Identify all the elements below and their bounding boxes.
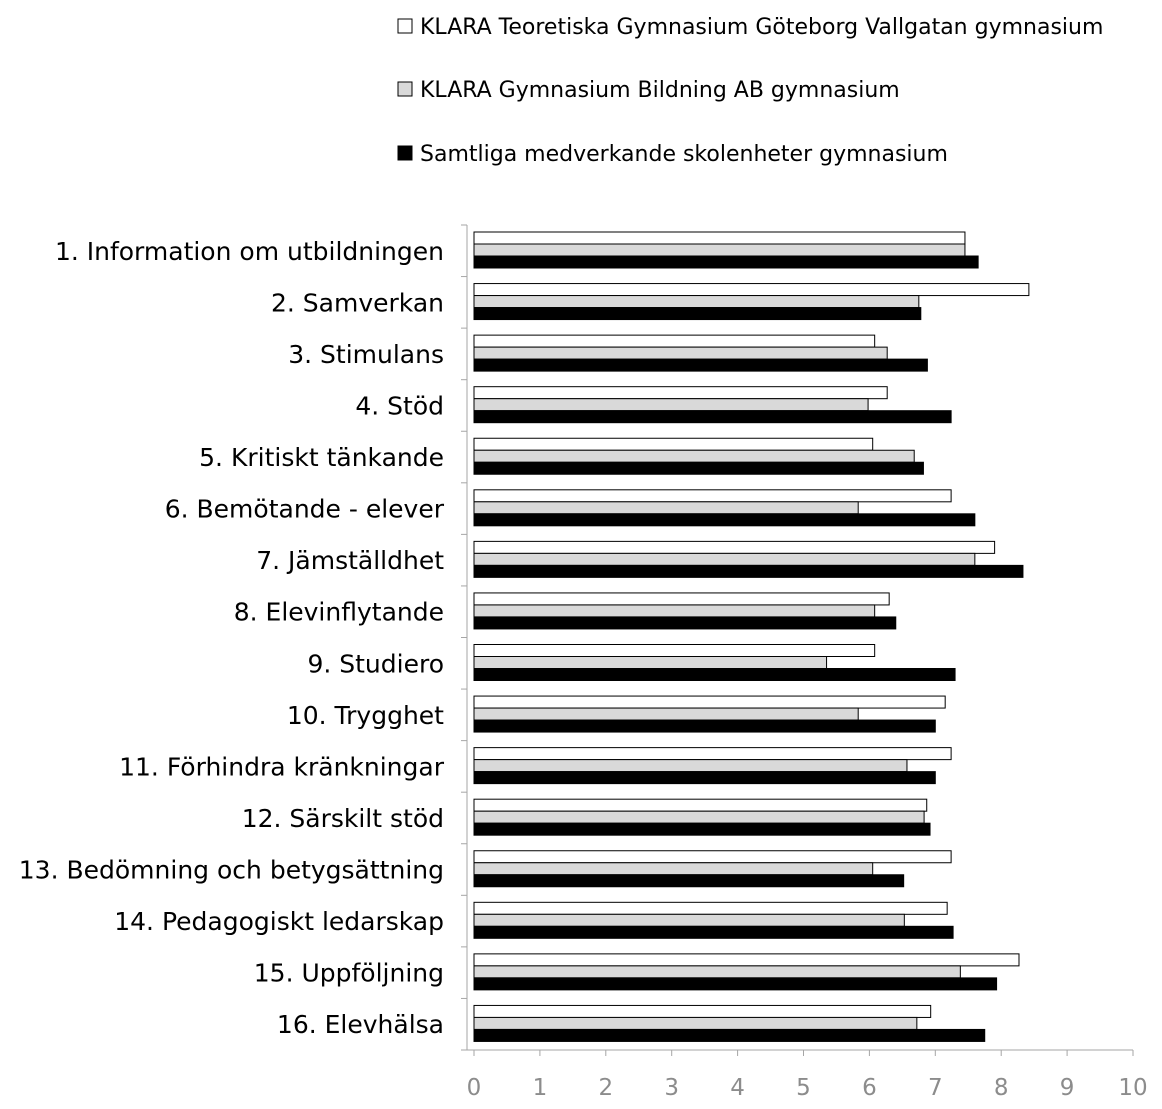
x-tick-label: 8 <box>994 1075 1009 1101</box>
bar-series-3 <box>473 461 924 475</box>
category-label: 7. Jämställdhet <box>256 546 444 575</box>
bar-series-1 <box>473 283 1030 297</box>
bar-series-1 <box>473 231 966 245</box>
x-tick-label: 5 <box>796 1075 811 1101</box>
bar-series-2 <box>473 913 905 927</box>
bar-series-1 <box>473 1004 932 1018</box>
bar-series-2 <box>473 243 966 257</box>
bar-series-2 <box>473 604 876 618</box>
bar-series-3 <box>473 410 952 424</box>
bar-series-2 <box>473 346 888 360</box>
bar-series-2 <box>473 552 976 566</box>
bar-series-1 <box>473 953 1020 967</box>
bar-series-2 <box>473 656 828 669</box>
category-label: 5. Kritiskt tänkande <box>199 443 444 472</box>
x-tick-label: 9 <box>1060 1075 1075 1101</box>
x-tick-label: 7 <box>928 1075 943 1101</box>
bar-series-1 <box>473 850 952 864</box>
category-label: 16. Elevhälsa <box>277 1010 444 1039</box>
bar-series-2 <box>473 1016 918 1030</box>
x-tick-label: 6 <box>862 1075 877 1101</box>
x-tick-label: 10 <box>1118 1075 1147 1101</box>
legend-label-1: KLARA Teoretiska Gymnasium Göteborg Vall… <box>420 15 1103 40</box>
bar-series-1 <box>473 901 948 915</box>
bar-series-1 <box>473 747 952 761</box>
legend-swatch-2 <box>397 81 413 97</box>
x-tick-label: 1 <box>533 1075 548 1101</box>
bar-series-3 <box>473 255 979 269</box>
bar-series-1 <box>473 798 928 812</box>
bar-series-2 <box>473 759 908 773</box>
bar-series-3 <box>473 925 954 939</box>
x-tick-label: 3 <box>664 1075 679 1101</box>
bar-series-3 <box>473 1028 986 1042</box>
category-label: 12. Särskilt stöd <box>242 804 444 833</box>
bar-series-2 <box>473 449 915 463</box>
x-tick-label: 0 <box>467 1075 482 1101</box>
category-label: 15. Uppföljning <box>254 959 444 988</box>
bar-series-2 <box>473 810 925 824</box>
bar-series-2 <box>473 965 961 979</box>
bar-series-2 <box>473 295 920 309</box>
bar-series-3 <box>473 564 1024 578</box>
bar-series-3 <box>473 513 976 527</box>
category-label: 14. Pedagogiskt ledarskap <box>114 907 444 936</box>
bar-series-1 <box>473 592 890 606</box>
category-label: 8. Elevinflytande <box>234 598 444 627</box>
bar-series-1 <box>473 437 874 451</box>
legend-swatch-3 <box>397 145 413 161</box>
bar-series-1 <box>473 540 996 554</box>
bar-series-1 <box>473 386 888 400</box>
x-tick-label: 4 <box>730 1075 745 1101</box>
bar-series-3 <box>473 307 922 321</box>
bar-series-3 <box>473 874 905 888</box>
bar-series-3 <box>473 977 998 991</box>
category-label: 11. Förhindra kränkningar <box>119 752 445 781</box>
legend-label-3: Samtliga medverkande skolenheter gymnasi… <box>420 142 948 167</box>
bar-series-3 <box>473 668 956 681</box>
bar-series-3 <box>473 719 936 733</box>
bar-series-2 <box>473 707 859 721</box>
category-label: 4. Stöd <box>355 391 444 420</box>
category-label: 13. Bedömning och betygsättning <box>19 856 444 885</box>
bar-series-1 <box>473 695 946 709</box>
category-label: 2. Samverkan <box>271 288 444 317</box>
bar-series-3 <box>473 822 931 836</box>
category-label: 10. Trygghet <box>287 701 444 730</box>
bar-series-3 <box>473 616 897 630</box>
x-tick-label: 2 <box>598 1075 613 1101</box>
bar-series-1 <box>473 644 876 657</box>
bar-series-1 <box>473 489 952 503</box>
category-label: 9. Studiero <box>307 649 444 678</box>
bar-series-2 <box>473 862 874 876</box>
legend-swatch-1 <box>397 18 413 34</box>
category-label: 3. Stimulans <box>288 340 444 369</box>
bar-series-2 <box>473 398 869 412</box>
category-label: 6. Bemötande - elever <box>165 495 445 524</box>
bar-series-3 <box>473 358 928 372</box>
bar-series-2 <box>473 501 859 515</box>
bar-series-3 <box>473 771 936 785</box>
bar-series-1 <box>473 334 876 348</box>
category-label: 1. Information om utbildningen <box>55 237 444 266</box>
legend-label-2: KLARA Gymnasium Bildning AB gymnasium <box>420 78 900 103</box>
